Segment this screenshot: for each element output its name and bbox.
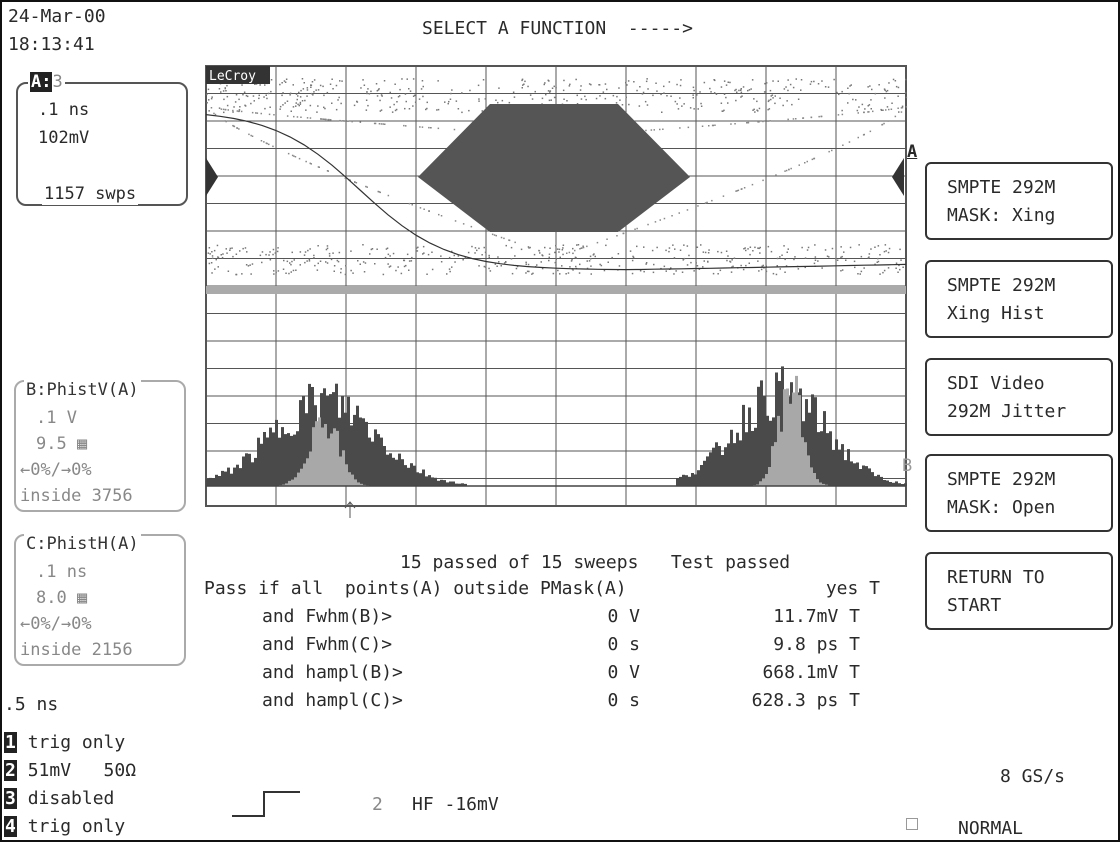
result-row-3-condition: and hampl(B)> [262,662,403,683]
result-row-4-limit: 0 s [607,690,640,711]
trace-c-line1: .1 ns [36,562,88,582]
mask-region [418,104,690,232]
timebase-readout: .5 ns [4,694,59,715]
trace-c-panel[interactable]: C:PhistH(A) .1 ns 8.0 ▦ ←0%/→0% inside 2… [14,534,186,666]
test-summary: 15 passed of 15 sweeps Test passed [400,552,791,573]
waveform-display[interactable]: LeCroy [200,62,924,522]
channel-1-status[interactable]: 1 trig only [4,732,126,753]
softkey-return-to-start[interactable]: RETURN TO START [925,552,1113,630]
result-row-3-value: 668.1mV T [762,662,860,683]
trace-b-line2: 9.5 ▦ [36,434,88,454]
trace-a-source: 3 [52,72,63,92]
result-row-4-condition: and hampl(C)> [262,690,403,711]
histogram [206,366,907,487]
softkey-smpte-mask-xing[interactable]: SMPTE 292M MASK: Xing [925,162,1113,240]
sample-rate: 8 GS/s [1000,766,1066,787]
trace-a-voltage: 102mV [38,128,90,148]
cursor-arrow-head-icon [344,501,356,509]
result-row-3-limit: 0 V [607,662,640,683]
trace-a-label: A: [30,72,53,92]
trigger-channel: 2 [372,794,383,815]
mode-indicator-icon [906,818,918,830]
trace-b-line4: inside 3756 [20,486,133,507]
time-display: 18:13:41 [8,34,95,55]
softkey-sdi-video-jitter[interactable]: SDI Video 292M Jitter [925,358,1113,436]
grid-logo-box [206,66,270,84]
result-row-1-condition: and Fwhm(B)> [262,606,393,627]
channel-3-status[interactable]: 3 disabled [4,788,115,809]
result-row-1-value: 11.7mV T [773,606,860,627]
trace-b-line3: ←0%/→0% [20,460,92,480]
trace-a-sweeps: 1157 swps [42,184,139,205]
trace-b-panel[interactable]: B:PhistV(A) .1 V 9.5 ▦ ←0%/→0% inside 37… [14,380,186,512]
trace-c-line2: 8.0 ▦ [36,588,88,608]
result-row-2-value: 9.8 ps T [773,634,860,655]
left-level-marker-icon [206,158,218,196]
right-level-marker-icon [892,158,904,196]
result-row-0-condition: Pass if all points(A) outside PMask(A) [204,578,627,599]
trace-c-line4: inside 2156 [20,640,133,661]
trace-a-timebase: .1 ns [38,100,90,120]
trigger-level: HF -16mV [412,794,499,815]
trace-c-label: C:PhistH(A) [24,534,141,555]
trace-b-marker: B [902,456,913,476]
channel-2-status[interactable]: 2 51mV 50Ω [4,760,137,781]
channel-4-status[interactable]: 4 trig only [4,816,126,837]
result-row-2-condition: and Fwhm(C)> [262,634,393,655]
eye-diagram [205,78,908,276]
grid-logo: LeCroy [209,69,256,84]
softkey-smpte-mask-open[interactable]: SMPTE 292M MASK: Open [925,454,1113,532]
trace-c-line3: ←0%/→0% [20,614,92,634]
result-row-1-limit: 0 V [607,606,640,627]
softkey-smpte-xing-hist[interactable]: SMPTE 292M Xing Hist [925,260,1113,338]
trace-a-panel[interactable]: A:3 .1 ns 102mV 1157 swps [16,72,188,206]
trace-b-label: B:PhistV(A) [24,380,141,401]
result-row-2-limit: 0 s [607,634,640,655]
trace-b-line1: .1 V [36,408,77,428]
date-display: 24-Mar-00 [8,6,106,27]
result-row-4-value: 628.3 ps T [751,690,860,711]
result-row-0-value: yes T [825,578,880,599]
function-prompt: SELECT A FUNCTION -----> [422,18,693,39]
acquisition-mode[interactable]: NORMAL [958,818,1024,839]
trigger-edge-icon [232,791,300,817]
trace-a-marker: A [907,142,918,162]
